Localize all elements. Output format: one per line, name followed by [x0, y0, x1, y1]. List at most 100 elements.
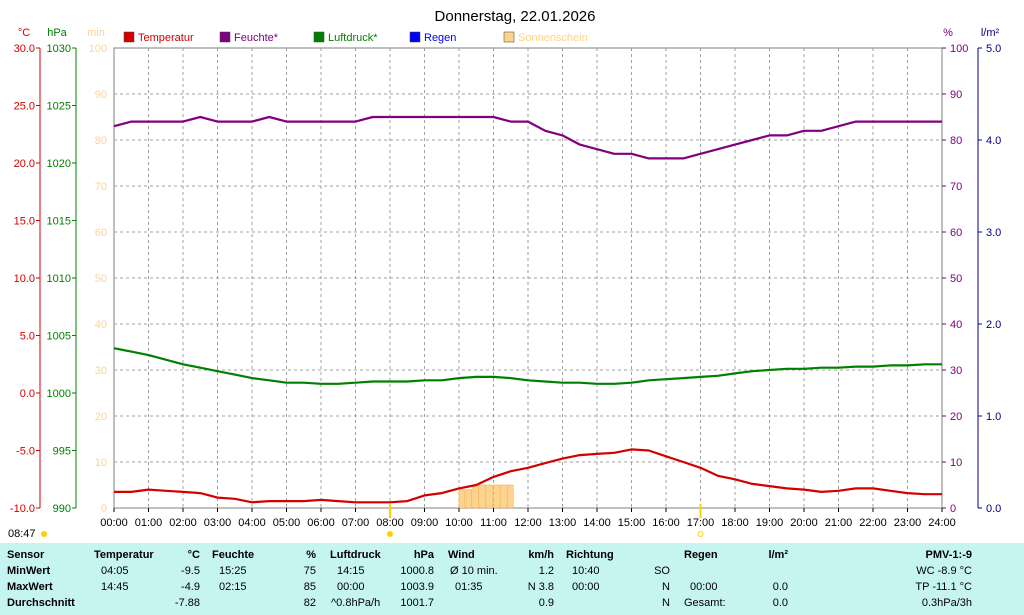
sunshine-bar [465, 489, 473, 509]
header-wind: Wind [448, 549, 475, 561]
header-sensor: Sensor [7, 549, 45, 561]
series-lines [113, 115, 942, 504]
temperature-tick-label: 0.0 [20, 388, 35, 400]
rain-unit-label: l/m² [981, 27, 1000, 39]
legend-label-3: Luftdruck* [328, 32, 378, 44]
x-tick-label: 09:00 [411, 517, 439, 529]
humidity-tick-label: 90 [950, 89, 962, 101]
row-min-label: MinWert [7, 565, 51, 577]
x-tick-label: 05:00 [273, 517, 301, 529]
sunrise-dot [387, 531, 393, 537]
temperature-tick-label: 5.0 [20, 331, 35, 343]
feuchte-line [113, 115, 942, 160]
x-tick-label: 14:00 [583, 517, 611, 529]
sunset-dot [697, 531, 704, 537]
grid [114, 48, 942, 508]
pressure-unit-label: hPa [47, 27, 67, 39]
pressure-tick-label: 1025 [47, 101, 71, 113]
x-tick-label: 06:00 [307, 517, 335, 529]
sunshine-bars [458, 484, 514, 509]
min-wind-label: Ø 10 min. [450, 565, 498, 577]
pressure-tick-label: 1005 [47, 331, 71, 343]
sunshine-bar [458, 489, 466, 509]
sunshine-tick-label: 90 [95, 89, 107, 101]
max-richtung-time: 00:00 [572, 581, 600, 593]
humidity-tick-label: 100 [950, 43, 968, 55]
legend-label-5: Sonnenschein [518, 32, 588, 44]
avg-temp-value: -7.88 [174, 597, 200, 609]
sunshine-bar [500, 484, 507, 509]
temperature-tick-label: 30.0 [14, 43, 35, 55]
avg-wind-value: 0.9 [538, 597, 554, 609]
axes: °C hPa min% l/m² 30.0 25.0 20.0 15.0 10.0 5.0 0.0 -… [8, 27, 1001, 540]
pressure-tick-label: 1000 [47, 388, 71, 400]
x-tick-label: 00:00 [100, 517, 128, 529]
header-feuchte-unit: % [306, 549, 316, 561]
temperature-tick-label: 20.0 [14, 158, 35, 170]
humidity-tick-label: 20 [950, 411, 962, 423]
legend-swatch-5 [503, 31, 515, 43]
x-tick-label: 08:00 [376, 517, 404, 529]
sunshine-tick-label: 40 [95, 319, 107, 331]
header-druck-unit: hPa [413, 549, 434, 561]
min-wind-value: 1.2 [538, 565, 554, 577]
temperature-tick-label: -5.0 [16, 446, 35, 458]
header-pmv: PMV-1:-9 [925, 549, 972, 561]
weather-chart: °C hPa min% l/m² 30.0 25.0 20.0 15.0 10.0 5.0 0.0 -… [8, 8, 1001, 540]
sunshine-tick-label: 20 [95, 411, 107, 423]
rain-tick-label: 1.0 [986, 411, 1001, 423]
humidity-tick-label: 30 [950, 365, 962, 377]
x-tick-label: 15:00 [618, 517, 646, 529]
legend-label-2: Feuchte* [234, 32, 279, 44]
min-feuchte-time: 15:25 [219, 565, 247, 577]
sunshine-bar [493, 484, 500, 509]
temperature-tick-label: 25.0 [14, 101, 35, 113]
pressure-tick-label: 995 [53, 446, 71, 458]
x-tick-label: 20:00 [790, 517, 818, 529]
avg-richtung-value: N [662, 597, 670, 609]
pressure-tick-label: 1015 [47, 216, 71, 228]
max-druck-value: 1003.9 [400, 581, 434, 593]
max-temp-time: 14:45 [101, 581, 129, 593]
x-tick-label: 24:00 [928, 517, 956, 529]
x-tick-label: 18:00 [721, 517, 749, 529]
max-regen-time: 00:00 [690, 581, 718, 593]
rain-tick-label: 4.0 [986, 135, 1001, 147]
max-wind-value: N 3.8 [527, 581, 554, 593]
avg-druck-trend: ^0.8hPa/h [331, 597, 381, 609]
stats-table: Sensor Temperatur °C Feuchte % Luftdruck… [0, 543, 1024, 615]
humidity-tick-label: 10 [950, 457, 962, 469]
temperature-tick-label: 15.0 [14, 216, 35, 228]
sunshine-bar [507, 484, 514, 509]
legend-swatch-4 [409, 31, 421, 43]
sunshine-tick-label: 80 [95, 135, 107, 147]
chart-title: Donnerstag, 22.01.2026 [435, 8, 596, 25]
rain-tick-label: 2.0 [986, 319, 1001, 331]
header-feuchte: Feuchte [212, 549, 255, 561]
header-wind-unit: km/h [528, 549, 554, 561]
avg-feuchte-value: 82 [303, 597, 316, 609]
sunshine-unit-label: min [87, 27, 105, 39]
rain-tick-label: 5.0 [986, 43, 1001, 55]
x-tick-label: 23:00 [894, 517, 922, 529]
header-regen-unit: l/m² [768, 549, 788, 561]
x-tick-label: 07:00 [342, 517, 370, 529]
sunshine-tick-label: 100 [89, 43, 107, 55]
sunshine-tick-label: 30 [95, 365, 107, 377]
x-tick-label: 12:00 [514, 517, 542, 529]
min-druck-value: 1000.8 [400, 565, 434, 577]
sunshine-tick-label: 50 [95, 273, 107, 285]
max-richtung-value: N [662, 581, 670, 593]
pressure-tick-label: 1030 [47, 43, 71, 55]
legend: Temperatur Feuchte* Luftdruck* Regen Sonnens… [123, 31, 588, 44]
max-feuchte-time: 02:15 [219, 581, 247, 593]
header-temp-unit: °C [187, 549, 200, 561]
header-luftdruck: Luftdruck [330, 549, 381, 561]
rain-tick-label: 3.0 [986, 227, 1001, 239]
min-richtung-value: SO [654, 565, 670, 577]
x-tick-label: 02:00 [169, 517, 197, 529]
sunshine-tick-label: 70 [95, 181, 107, 193]
row-max-label: MaxWert [7, 581, 53, 593]
x-tick-label: 22:00 [859, 517, 887, 529]
sun-icon [41, 531, 47, 537]
